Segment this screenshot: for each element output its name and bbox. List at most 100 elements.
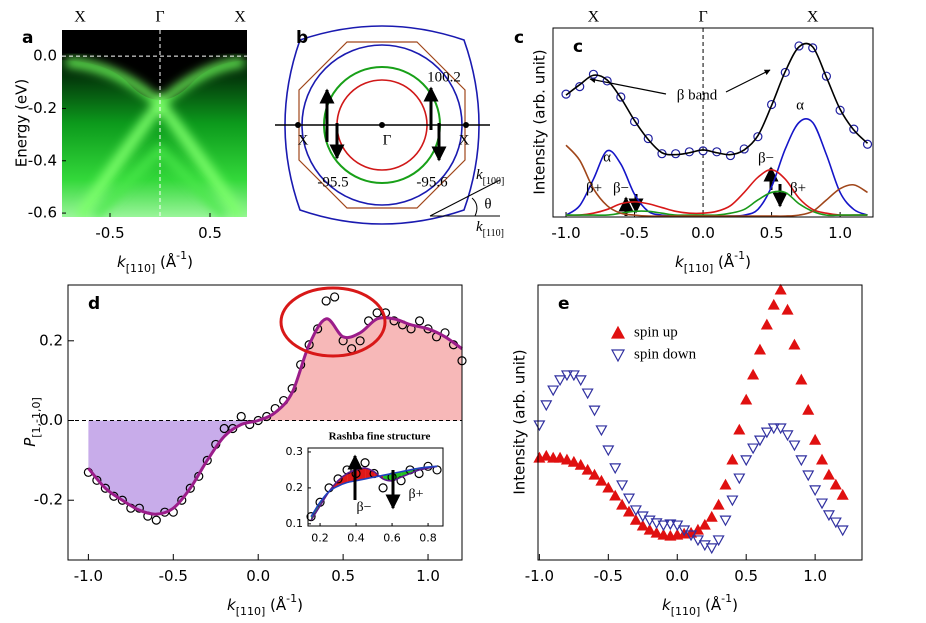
series-line [310, 465, 438, 521]
panel-letters: a b c [22, 28, 524, 48]
angle-arc [471, 197, 478, 217]
brillouin-zone [298, 41, 466, 209]
k-axis [429, 179, 501, 217]
axis-label-part: ) [297, 596, 303, 614]
data-point [809, 433, 822, 445]
y-tick-label: 0.2 [39, 331, 63, 349]
annotation: β+ [790, 180, 806, 196]
data-point [432, 465, 442, 475]
fermi-surface-diagram [275, 25, 501, 225]
data-point [616, 498, 629, 510]
data-point [595, 474, 608, 486]
data-point [581, 463, 594, 475]
diagram-label: 100.2 [427, 69, 461, 85]
data-point [575, 81, 585, 92]
data-point [766, 99, 777, 110]
arpes-gap [62, 30, 247, 100]
data-point [561, 89, 571, 99]
data-point [533, 420, 546, 432]
k-axis-label: k[100] [476, 167, 504, 186]
data-point [567, 455, 580, 467]
data-point [698, 540, 711, 552]
annotation: β+ [586, 180, 602, 196]
panel-letter: a [22, 28, 33, 48]
x-tick-label: -1.0 [74, 567, 103, 585]
data-point [781, 430, 794, 442]
data-point [616, 92, 626, 102]
data-point [753, 343, 766, 355]
data-point [809, 485, 822, 497]
x-tick-label: 0.5 [760, 224, 784, 242]
data-point [602, 481, 615, 493]
y-axis-label: Intensity (arb. unit) [531, 49, 549, 194]
axis-label-part: -1 [286, 592, 297, 605]
data-point [378, 483, 388, 493]
data-point [372, 308, 382, 318]
data-point [554, 451, 567, 463]
legend-marker [610, 325, 626, 339]
axis-label-part: k [675, 253, 685, 271]
y-tick-label: 0.1 [286, 517, 304, 530]
series-line [565, 144, 868, 217]
data-point [725, 150, 736, 161]
x-tick-label: 0.0 [691, 224, 715, 242]
diagram-label: X [298, 132, 309, 148]
k-axis-label: k[110] [476, 219, 504, 238]
data-point [808, 43, 818, 53]
annotation: β− [613, 180, 629, 196]
data-point [622, 505, 636, 517]
data-point [664, 519, 677, 531]
data-point [733, 473, 746, 485]
x-tick-label: 0.5 [734, 567, 758, 585]
data-point [822, 510, 835, 522]
axis-label-part: [110] [671, 605, 701, 618]
panel-letter: b [296, 28, 308, 48]
x-tick-label: -1.0 [551, 224, 580, 242]
data-point [650, 526, 663, 538]
data-point [726, 453, 739, 465]
data-point [774, 283, 787, 295]
series-line [565, 42, 869, 156]
data-point [306, 512, 316, 522]
panel-letter: d [88, 294, 100, 314]
top-tick-label: X [807, 9, 819, 26]
inset-annotation: β− [356, 500, 371, 515]
data-point [795, 373, 808, 385]
data-point [560, 370, 573, 382]
arrow [725, 69, 771, 93]
data-point [554, 375, 567, 387]
data-point [829, 478, 842, 490]
axis-label-part: [110] [236, 605, 266, 618]
data-point [849, 124, 859, 134]
data-point [802, 470, 815, 482]
point [379, 122, 385, 128]
axis-label-part: -1 [721, 592, 732, 605]
axis-label-part: ) [732, 596, 738, 614]
data-point [185, 483, 195, 493]
axis-label-part: -1 [734, 249, 745, 262]
data-point [815, 453, 829, 465]
data-point [117, 495, 127, 505]
data-point [360, 458, 370, 468]
data-point [733, 423, 746, 435]
data-point [581, 388, 594, 400]
x-tick-label: 0.8 [419, 531, 437, 544]
data-point [719, 515, 732, 527]
x-axis-label: k[110] (Å-1) [227, 592, 303, 618]
data-point [151, 515, 161, 525]
x-tick-label: 0.0 [665, 567, 689, 585]
inset-title: Rashba fine structure [329, 431, 431, 443]
data-point [657, 520, 670, 532]
panel-letter: e [558, 294, 570, 314]
data-point [333, 474, 343, 484]
legend-marker [610, 349, 626, 363]
data-point [622, 493, 636, 505]
data-point [795, 455, 808, 467]
data-point [321, 296, 331, 306]
data-point [712, 498, 725, 510]
data-point [643, 133, 653, 144]
data-point [836, 525, 849, 537]
y-axis-label: Intensity (arb. unit) [511, 349, 529, 494]
axis-label-part: k [227, 596, 237, 614]
annotation: β band [677, 87, 718, 103]
